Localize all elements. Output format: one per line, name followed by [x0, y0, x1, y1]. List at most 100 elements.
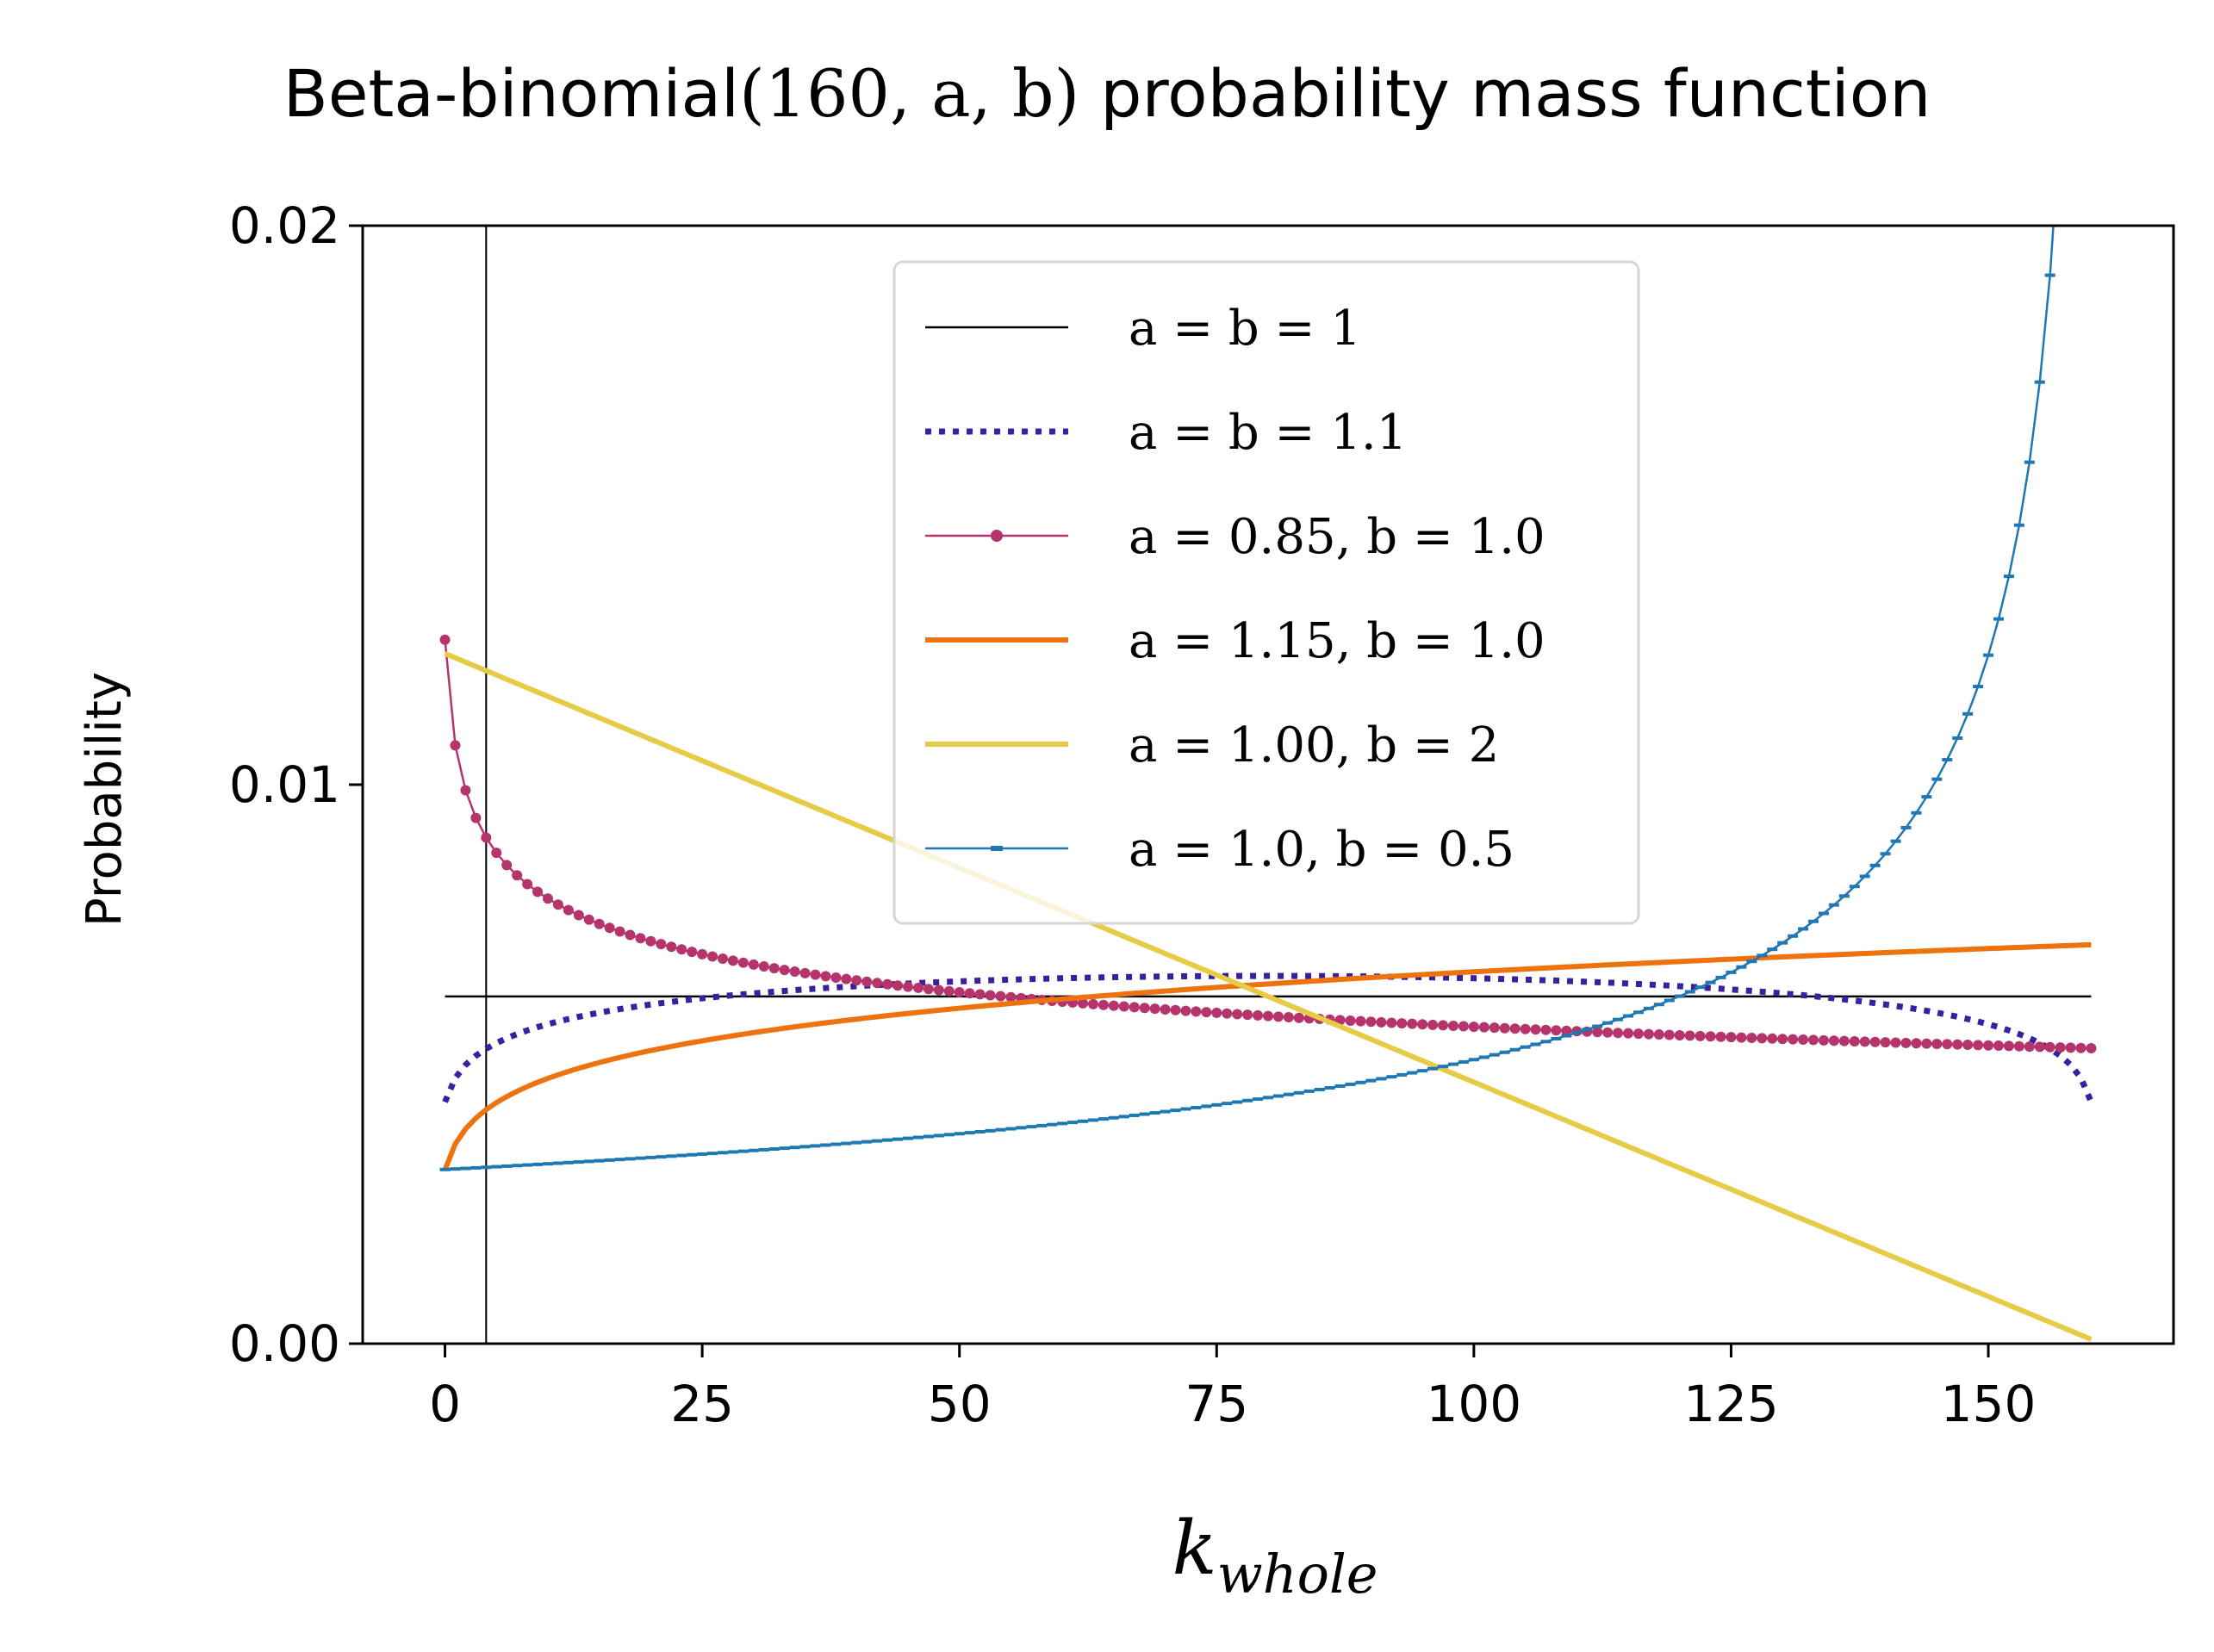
series-point: [2086, 1043, 2097, 1054]
series-point: [1561, 1025, 1572, 1036]
series-point: [2075, 1042, 2087, 1053]
x-axis-label: kwhole: [1172, 1506, 1378, 1605]
series-point: [1170, 1004, 1181, 1015]
series-point: [1828, 1035, 1839, 1046]
chart-title-math: (160, a, b): [739, 55, 1079, 132]
series-point: [583, 914, 594, 925]
y-tick-label: 0.00: [229, 1314, 340, 1373]
series-point: [1201, 1007, 1212, 1018]
series-point: [1715, 1031, 1726, 1042]
series-point: [943, 985, 955, 997]
chart-title: Beta-binomial(160, a, b) probability mas…: [283, 55, 1931, 132]
series-point: [1726, 1032, 1737, 1043]
series-point: [439, 634, 451, 645]
series-point: [656, 939, 667, 950]
series-line: [442, 941, 2092, 1171]
series-point: [1746, 1032, 1757, 1043]
series-point: [1674, 1029, 1685, 1040]
series-point: [1283, 1012, 1294, 1023]
legend-label: a = 1.0, b = 0.5: [1129, 822, 1514, 878]
series-point: [892, 980, 904, 991]
series-point: [1458, 1021, 1469, 1032]
series-point: [1272, 1011, 1284, 1022]
series-point: [1098, 999, 1109, 1010]
series-point: [851, 975, 862, 986]
series-point: [501, 860, 513, 871]
series-point: [1447, 1020, 1458, 1031]
series-4: [442, 941, 2092, 1171]
series-point: [1232, 1009, 1243, 1020]
series-point: [1838, 1035, 1850, 1046]
series-point: [563, 904, 574, 916]
series-point: [1900, 1037, 1912, 1048]
series-point: [1849, 1035, 1860, 1046]
series-point: [450, 740, 461, 751]
series-point: [542, 893, 553, 904]
x-tick-label: 150: [1941, 1375, 2037, 1433]
series-point: [718, 953, 729, 964]
series-point: [1118, 1001, 1129, 1012]
x-tick-label: 125: [1683, 1375, 1779, 1433]
series-point: [1386, 1017, 1397, 1028]
legend-marker: [991, 530, 1003, 542]
series-point: [768, 963, 780, 974]
series-point: [882, 978, 893, 990]
legend-entry: a = 1.00, b = 2: [925, 717, 1499, 773]
series-point: [1129, 1002, 1140, 1013]
chart-title-suffix: probability mass function: [1079, 55, 1931, 132]
series-point: [758, 961, 769, 972]
series-point: [2065, 1042, 2076, 1053]
series-point: [1633, 1028, 1644, 1040]
series-point: [789, 966, 800, 977]
series-point: [1664, 1029, 1675, 1040]
series-point: [2034, 1041, 2045, 1053]
series-point: [779, 965, 790, 976]
series-point: [799, 967, 811, 978]
series-point: [2003, 1040, 2014, 1052]
series-point: [1983, 1040, 1994, 1051]
series-point: [573, 910, 584, 921]
series-point: [1345, 1015, 1356, 1026]
series-point: [1509, 1023, 1521, 1034]
legend-entry: a = 1.0, b = 0.5: [925, 822, 1514, 878]
series-point: [1551, 1025, 1562, 1036]
series-point: [727, 955, 738, 966]
series-point: [1438, 1020, 1449, 1031]
series-point: [635, 933, 646, 944]
legend-label: a = b = 1.1: [1129, 405, 1407, 461]
series-point: [2013, 1040, 2024, 1052]
series-point: [1911, 1038, 1922, 1049]
series-point: [2055, 1042, 2066, 1053]
series-layer: [439, 226, 2097, 1344]
series-point: [1921, 1038, 1932, 1049]
series-point: [666, 941, 677, 953]
series-point: [820, 971, 831, 982]
series-point: [1417, 1019, 1428, 1030]
x-tick-label: 50: [928, 1375, 992, 1433]
series-point: [1407, 1018, 1418, 1029]
series-point: [1211, 1007, 1222, 1018]
series-point: [594, 918, 605, 929]
series-point: [1078, 997, 1089, 1009]
series-point: [861, 976, 873, 987]
legend-entry: a = 0.85, b = 1.0: [925, 509, 1545, 565]
series-point: [830, 972, 842, 984]
series-point: [737, 957, 749, 968]
series-point: [1684, 1030, 1695, 1041]
series-point: [625, 929, 636, 941]
series-point: [1087, 998, 1098, 1009]
series-point: [1108, 1000, 1119, 1011]
series-point: [1293, 1012, 1304, 1023]
series-6: [439, 226, 2055, 1171]
series-5: [444, 651, 2093, 1342]
series-point: [902, 981, 913, 992]
series-point: [1468, 1022, 1479, 1033]
legend-entry: a = 1.15, b = 1.0: [925, 613, 1545, 669]
series-point: [614, 926, 625, 937]
series-point: [1149, 1003, 1160, 1015]
series-point: [645, 935, 656, 947]
series-point: [1736, 1032, 1747, 1043]
series-point: [1191, 1006, 1202, 1017]
series-point: [1160, 1003, 1171, 1015]
